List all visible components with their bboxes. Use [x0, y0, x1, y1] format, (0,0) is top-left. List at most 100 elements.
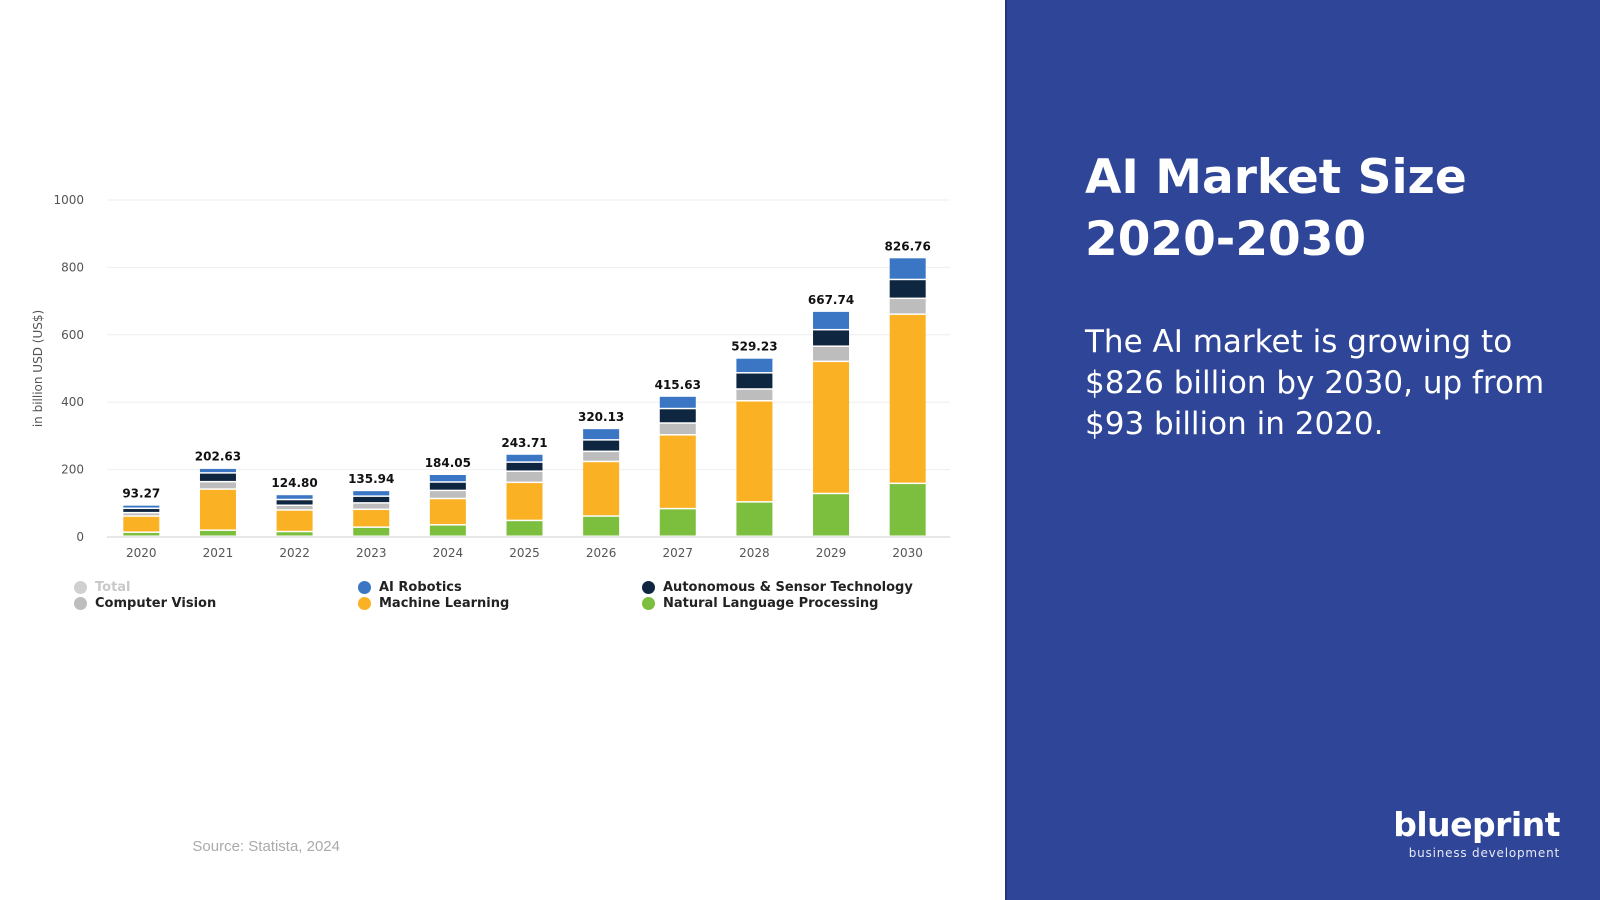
x-tick-label: 2029: [816, 546, 847, 560]
bar-segment-machine-learning: [813, 362, 850, 493]
legend-dot-total: [74, 581, 87, 594]
bar-segment-autonomous-sensor-technology: [813, 330, 850, 346]
x-tick-label: 2024: [433, 546, 464, 560]
brand-logo: blueprint business development: [1393, 805, 1560, 861]
bar-total-label: 826.76: [885, 239, 931, 253]
bar-segment-natural-language-processing: [659, 509, 696, 536]
legend-label-ai-robotics: AI Robotics: [379, 580, 462, 595]
bar-segment-autonomous-sensor-technology: [123, 509, 160, 512]
y-axis-label: in billion USD (US$): [31, 310, 45, 427]
bar-segment-autonomous-sensor-technology: [429, 482, 466, 490]
legend-item-computer-vision[interactable]: Computer Vision: [74, 596, 216, 611]
legend-item-autonomous-sensor[interactable]: Autonomous & Sensor Technology: [642, 580, 913, 595]
legend-label-nlp: Natural Language Processing: [663, 596, 879, 611]
bar-segment-machine-learning: [353, 510, 390, 527]
legend-label-total: Total: [95, 580, 131, 595]
bar-segment-natural-language-processing: [736, 502, 773, 536]
legend-dot-ai-robotics: [358, 581, 371, 594]
legend-dot-machine-learning: [358, 597, 371, 610]
bar-segment-natural-language-processing: [429, 525, 466, 536]
bar-segment-ai-robotics: [889, 258, 926, 279]
y-tick-label: 1000: [53, 193, 84, 207]
slide-summary: The AI market is growing to $826 billion…: [1085, 324, 1545, 442]
bar-segment-computer-vision: [506, 471, 543, 482]
legend-item-ai-robotics[interactable]: AI Robotics: [358, 580, 462, 595]
x-tick-label: 2020: [126, 546, 157, 560]
legend-label-computer-vision: Computer Vision: [95, 596, 217, 611]
bar-total-label: 135.94: [348, 472, 394, 486]
bar-segment-machine-learning: [276, 510, 313, 531]
bar-segment-machine-learning: [123, 516, 160, 532]
bar-segment-computer-vision: [659, 423, 696, 435]
legend-dot-nlp: [642, 597, 655, 610]
y-tick-label: 800: [61, 260, 84, 274]
slide-title: AI Market Size 2020-2030: [1085, 150, 1467, 267]
bar-segment-natural-language-processing: [506, 521, 543, 536]
bar-segment-ai-robotics: [199, 468, 236, 473]
bar-segment-computer-vision: [123, 513, 160, 516]
bar-segment-ai-robotics: [583, 429, 620, 440]
bar-total-label: 124.80: [271, 476, 317, 490]
bar-total-label: 529.23: [731, 340, 777, 354]
bar-segment-natural-language-processing: [813, 494, 850, 536]
x-tick-label: 2028: [739, 546, 770, 560]
legend-item-machine-learning[interactable]: Machine Learning: [358, 596, 509, 611]
bar-segment-machine-learning: [889, 314, 926, 483]
bar-total-label: 202.63: [195, 450, 241, 464]
bar-total-label: 320.13: [578, 410, 624, 424]
y-tick-label: 400: [61, 395, 84, 409]
bar-segment-machine-learning: [506, 483, 543, 520]
y-tick-label: 0: [76, 530, 84, 544]
legend-item-nlp[interactable]: Natural Language Processing: [642, 596, 878, 611]
bar-segment-natural-language-processing: [353, 527, 390, 536]
bar-segment-computer-vision: [736, 389, 773, 401]
bar-segment-autonomous-sensor-technology: [736, 373, 773, 389]
bar-segment-ai-robotics: [123, 505, 160, 508]
bar-segment-ai-robotics: [659, 396, 696, 408]
bar-segment-autonomous-sensor-technology: [659, 409, 696, 423]
bar-segment-machine-learning: [583, 462, 620, 516]
title-panel: AI Market Size 2020-2030 The AI market i…: [1005, 0, 1600, 900]
bar-total-label: 667.74: [808, 293, 854, 307]
y-tick-label: 200: [61, 463, 84, 477]
bar-segment-computer-vision: [199, 482, 236, 489]
bar-segment-ai-robotics: [276, 495, 313, 499]
bar-segment-natural-language-processing: [276, 532, 313, 536]
x-tick-label: 2022: [279, 546, 310, 560]
bar-total-label: 93.27: [122, 487, 160, 501]
bar-segment-ai-robotics: [506, 454, 543, 462]
bar-segment-natural-language-processing: [583, 516, 620, 536]
bar-segment-autonomous-sensor-technology: [583, 440, 620, 451]
bar-segment-computer-vision: [889, 299, 926, 314]
chart-legend: Total Computer Vision AI Robotics Machin…: [74, 580, 974, 620]
bar-total-label: 415.63: [655, 378, 701, 392]
bar-segment-ai-robotics: [429, 474, 466, 482]
x-tick-label: 2027: [662, 546, 693, 560]
legend-dot-autonomous-sensor: [642, 581, 655, 594]
legend-dot-computer-vision: [74, 597, 87, 610]
bar-segment-autonomous-sensor-technology: [889, 280, 926, 298]
brand-tagline: business development: [1408, 846, 1560, 860]
bar-segment-machine-learning: [199, 489, 236, 530]
brand-name: blueprint: [1393, 805, 1560, 844]
source-note: Source: Statista, 2024: [192, 838, 340, 855]
bar-segment-natural-language-processing: [123, 532, 160, 536]
legend-item-total[interactable]: Total: [74, 580, 131, 595]
bar-segment-machine-learning: [736, 401, 773, 502]
bar-segment-natural-language-processing: [889, 484, 926, 536]
y-tick-label: 600: [61, 328, 84, 342]
bar-segment-autonomous-sensor-technology: [199, 473, 236, 481]
x-tick-label: 2025: [509, 546, 540, 560]
bar-segment-computer-vision: [429, 491, 466, 498]
legend-label-machine-learning: Machine Learning: [379, 596, 510, 611]
stacked-bar-chart: 0 200 400 600 800 1000 in billion USD (US$) 93.…: [31, 193, 950, 560]
x-tick-label: 2030: [892, 546, 923, 560]
bar-segment-autonomous-sensor-technology: [276, 500, 313, 505]
bar-total-label: 184.05: [425, 456, 471, 470]
x-tick-label: 2021: [203, 546, 234, 560]
bar-segment-computer-vision: [813, 346, 850, 361]
bar-segment-ai-robotics: [353, 491, 390, 496]
bar-segment-machine-learning: [429, 499, 466, 525]
bar-segment-ai-robotics: [813, 311, 850, 329]
bar-segment-autonomous-sensor-technology: [353, 496, 390, 503]
